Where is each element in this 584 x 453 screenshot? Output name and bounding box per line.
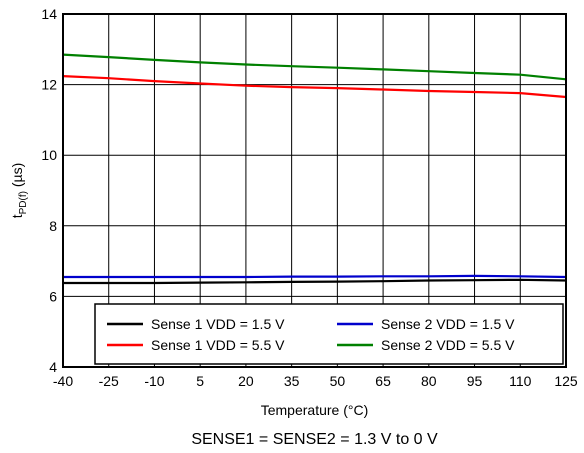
y-tick-labels: 4 6 8 10 12 14: [41, 6, 57, 375]
series-line-4: [62, 53, 567, 81]
x-tick-label: -10: [144, 373, 164, 389]
legend-label-4: Sense 2 VDD = 5.5 V: [381, 337, 515, 353]
x-tick-label: 35: [284, 373, 300, 389]
legend-label-2: Sense 2 VDD = 1.5 V: [381, 316, 515, 332]
y-tick-label: 8: [49, 218, 57, 234]
legend-label-1: Sense 1 VDD = 1.5 V: [151, 316, 285, 332]
y-axis-label-unit: (µs): [9, 163, 25, 191]
x-tick-label: 95: [467, 373, 483, 389]
series-line-2: [63, 274, 567, 279]
legend: Sense 1 VDD = 1.5 V Sense 2 VDD = 1.5 V Se…: [94, 303, 564, 365]
x-tick-label: -25: [99, 373, 119, 389]
y-tick-label: 12: [41, 77, 57, 93]
y-tick-label: 6: [49, 288, 57, 304]
series-line-1: [63, 278, 567, 285]
y-tick-label: 14: [41, 6, 57, 22]
series-lines: [62, 53, 567, 285]
x-tick-label: 5: [196, 373, 204, 389]
y-axis-label-sub: PD(f): [18, 191, 29, 214]
x-tick-label: 20: [238, 373, 254, 389]
y-tick-label: 4: [49, 359, 57, 375]
x-tick-label: 80: [421, 373, 437, 389]
x-tick-label: 50: [330, 373, 346, 389]
x-tick-labels: -40 -25 -10 5 20 35 50 65 80 95 110 125: [53, 373, 578, 389]
series-line-3: [62, 75, 567, 99]
x-tick-label: 110: [509, 373, 532, 389]
chart-caption: SENSE1 = SENSE2 = 1.3 V to 0 V: [191, 431, 438, 448]
x-tick-label: 125: [554, 373, 578, 389]
x-axis-label: Temperature (°C): [261, 402, 369, 418]
y-axis-label: tPD(f) (µs): [9, 163, 29, 219]
legend-label-3: Sense 1 VDD = 5.5 V: [151, 337, 285, 353]
y-tick-label: 10: [41, 147, 57, 163]
y-axis-label-main: t: [9, 214, 25, 218]
plot-frame: [62, 13, 567, 368]
x-tick-label: -40: [53, 373, 73, 389]
legend-box: [94, 303, 564, 365]
x-tick-label: 65: [375, 373, 391, 389]
